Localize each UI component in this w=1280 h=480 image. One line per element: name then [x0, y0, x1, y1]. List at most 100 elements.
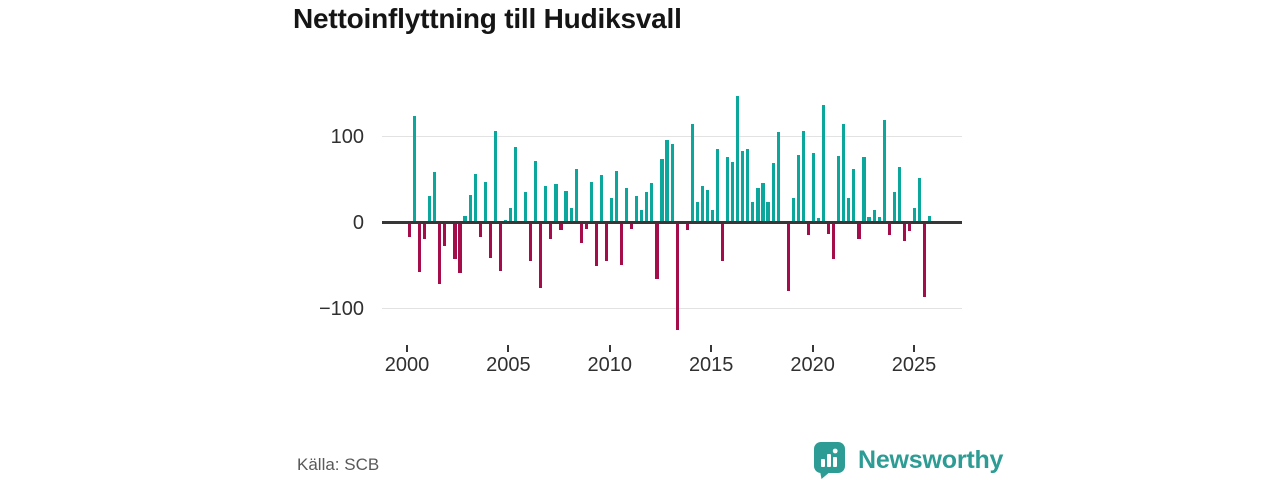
- y-axis-label-0: 0: [352, 211, 364, 234]
- x-axis-label-2000: 2000: [384, 354, 430, 376]
- bar-2024-q3: [902, 222, 906, 241]
- bar-2010-q4: [625, 188, 629, 223]
- bar-2004-q1: [488, 222, 492, 258]
- bar-2013-q4: [685, 222, 689, 231]
- plot-area: 100 0 −100 2000 2005 2010 2015 2020 2025: [319, 88, 962, 388]
- bar-2014-q2: [695, 201, 699, 223]
- y-axis-label--100: −100: [318, 297, 364, 320]
- bar-2025-q1: [912, 207, 917, 223]
- bar-2005-q4: [524, 191, 528, 223]
- bar-2001-q2: [433, 171, 437, 223]
- bar-2007-q4: [564, 190, 568, 223]
- x-axis-tick-2010: [608, 345, 611, 352]
- x-axis-label-2015: 2015: [688, 354, 734, 376]
- bar-2009-q1: [589, 182, 593, 223]
- bar-2016-q3: [741, 151, 745, 223]
- x-axis-label-2010: 2010: [587, 354, 633, 376]
- bar-2015-q2: [715, 149, 720, 223]
- bar-2015-q4: [726, 157, 730, 223]
- bar-2014-q3: [700, 185, 704, 223]
- gridline--100: [382, 307, 962, 310]
- bar-2012-q1: [650, 182, 654, 223]
- bar-2019-q3: [801, 131, 805, 223]
- bar-2010-q3: [620, 222, 624, 265]
- bar-2006-q3: [539, 222, 543, 288]
- bar-2012-q2: [655, 222, 659, 280]
- bar-2002-q3: [458, 222, 462, 274]
- bar-2003-q2: [473, 174, 477, 223]
- bar-2023-q1: [872, 210, 876, 223]
- bar-2004-q4: [503, 219, 508, 223]
- gridline-100: [382, 135, 962, 138]
- bar-2010-q1: [609, 197, 614, 223]
- bar-2023-q2: [877, 217, 881, 223]
- bar-2013-q1: [670, 144, 674, 223]
- bar-2000-q2: [412, 115, 417, 223]
- bar-2011-q1: [630, 222, 634, 229]
- bar-2024-q4: [907, 222, 912, 232]
- bar-2000-q3: [418, 222, 422, 272]
- bar-2024-q2: [897, 166, 901, 223]
- bar-2017-q2: [756, 188, 760, 223]
- bar-2011-q3: [640, 209, 644, 223]
- bar-2018-q1: [771, 163, 775, 223]
- bar-2021-q3: [842, 124, 846, 223]
- bar-2019-q4: [806, 222, 811, 235]
- bar-2011-q2: [635, 195, 639, 223]
- bar-2020-q2: [816, 218, 821, 223]
- bar-2025-q2: [917, 177, 922, 223]
- newsworthy-logo-text: Newsworthy: [858, 445, 1004, 474]
- bar-2001-q3: [438, 222, 442, 285]
- bar-2017-q1: [751, 201, 755, 223]
- bar-2022-q2: [857, 222, 861, 239]
- newsworthy-bubble-chart-icon: [812, 441, 850, 479]
- bar-2020-q3: [822, 104, 826, 223]
- bar-2022-q1: [852, 169, 856, 223]
- bar-2006-q1: [529, 222, 533, 262]
- bar-2022-q3: [862, 157, 866, 223]
- bar-2009-q2: [594, 222, 598, 267]
- bar-2016-q2: [736, 96, 740, 223]
- bar-2021-q4: [847, 197, 851, 223]
- bar-2025-q3: [923, 222, 927, 298]
- bar-2007-q1: [549, 222, 553, 239]
- bar-2009-q3: [599, 175, 603, 223]
- bar-2021-q1: [832, 222, 836, 260]
- newsworthy-logo[interactable]: Newsworthy: [812, 441, 1003, 479]
- chart-title: Nettoinflyttning till Hudiksvall: [293, 3, 682, 34]
- bar-2013-q2: [675, 222, 679, 330]
- bar-2005-q2: [513, 146, 518, 223]
- bar-2014-q4: [705, 189, 710, 223]
- x-axis-tick-2015: [710, 345, 713, 352]
- bar-2021-q2: [837, 156, 841, 223]
- bar-2020-q1: [811, 152, 816, 223]
- bar-2003-q4: [483, 182, 487, 223]
- bar-2020-q4: [827, 222, 831, 234]
- bar-2016-q1: [731, 162, 735, 223]
- bar-2015-q1: [710, 209, 715, 223]
- bar-2022-q4: [867, 217, 871, 223]
- bar-2004-q3: [498, 222, 502, 271]
- x-axis-tick-2025: [913, 345, 915, 352]
- bar-2006-q4: [544, 186, 548, 223]
- bar-2023-q3: [882, 120, 886, 223]
- x-axis-label-2025: 2025: [891, 354, 937, 376]
- bar-2003-q1: [468, 194, 472, 223]
- bar-2003-q3: [478, 222, 482, 238]
- bar-2008-q1: [569, 207, 573, 223]
- bar-2005-q1: [508, 207, 513, 223]
- bar-2016-q4: [746, 148, 750, 223]
- bar-2000-q1: [407, 222, 412, 238]
- x-axis-tick-2005: [507, 345, 510, 352]
- bar-2001-q1: [428, 195, 432, 223]
- x-axis-tick-2000: [406, 345, 408, 352]
- bar-2007-q2: [554, 183, 558, 223]
- bar-2019-q1: [791, 197, 795, 223]
- bar-2008-q2: [574, 169, 578, 223]
- bar-2000-q4: [423, 222, 427, 239]
- bar-2018-q2: [776, 132, 780, 223]
- bar-2004-q2: [493, 131, 497, 223]
- bar-2011-q4: [645, 192, 649, 223]
- bar-2014-q1: [690, 124, 694, 223]
